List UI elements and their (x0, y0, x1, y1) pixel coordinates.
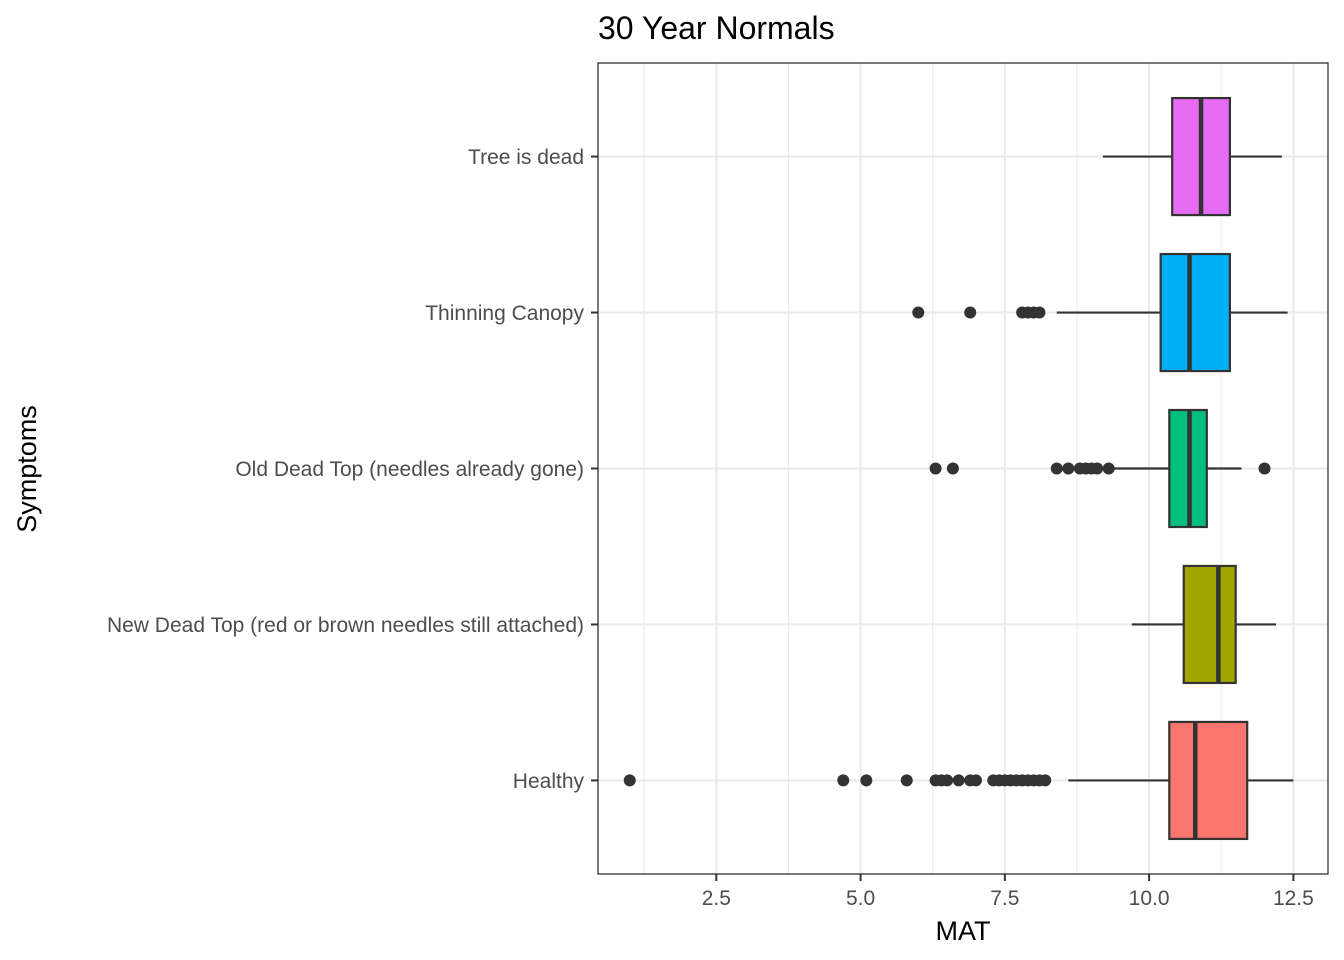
plot-marks (623, 96, 1294, 841)
outlier-point (1050, 462, 1063, 475)
outlier-point (1102, 462, 1115, 475)
box-group (623, 720, 1294, 841)
box-group (1102, 96, 1282, 217)
x-tick-label: 5.0 (846, 887, 875, 910)
x-tick-label: 7.5 (990, 887, 1019, 910)
x-tick-label: 10.0 (1129, 887, 1170, 910)
outlier-point (941, 774, 954, 787)
chart-title: 30 Year Normals (598, 10, 835, 46)
outlier-point (623, 774, 636, 787)
outlier-point (929, 462, 942, 475)
x-tick-label: 2.5 (702, 887, 731, 910)
y-tick-label: Tree is dead (468, 146, 584, 169)
outlier-point (952, 774, 965, 787)
box (1159, 252, 1231, 373)
y-tick-label: Old Dead Top (needles already gone) (235, 458, 584, 481)
y-axis: Healthy New Dead Top (red or brown needle… (107, 146, 598, 793)
outlier-point (1258, 462, 1271, 475)
y-tick-label: New Dead Top (red or brown needles still… (107, 614, 584, 637)
y-tick-label: Thinning Canopy (425, 302, 584, 325)
y-tick-label: Healthy (513, 770, 585, 793)
box (1168, 720, 1249, 841)
x-axis: 2.5 5.0 7.5 10.0 12.5 (702, 874, 1314, 910)
outlier-point (912, 306, 925, 319)
outlier-point (969, 774, 982, 787)
box-group (929, 408, 1271, 529)
box-group (1131, 564, 1277, 685)
outlier-point (1039, 774, 1052, 787)
outlier-point (837, 774, 850, 787)
outlier-point (1062, 462, 1075, 475)
outlier-point (946, 462, 959, 475)
outlier-point (900, 774, 913, 787)
outlier-point (860, 774, 873, 787)
outlier-point (1033, 306, 1046, 319)
outlier-point (964, 306, 977, 319)
x-tick-label: 12.5 (1273, 887, 1314, 910)
box-group (912, 252, 1288, 373)
x-axis-title: MAT (936, 916, 991, 946)
y-axis-title: Symptoms (12, 405, 42, 533)
outlier-point (1091, 462, 1104, 475)
box (1182, 564, 1237, 685)
